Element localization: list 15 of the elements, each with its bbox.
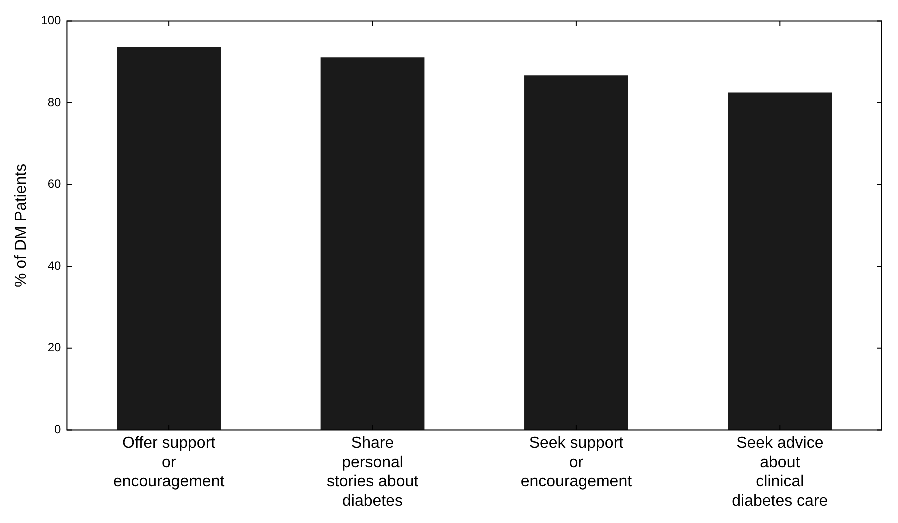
x-tick-label: Offer support or encouragement xyxy=(113,435,226,491)
y-tick-label: 20 xyxy=(48,340,62,355)
y-tick-label: 60 xyxy=(48,177,62,192)
bar xyxy=(320,58,425,430)
bar xyxy=(728,92,832,430)
x-tick-label: Seek advice about clinical diabetes care xyxy=(732,435,828,510)
y-tick-label: 100 xyxy=(41,14,62,28)
x-tick-label: Seek support or encouragement xyxy=(520,435,633,491)
y-axis-title: % of DM Patients xyxy=(13,164,30,288)
y-tick-label: 80 xyxy=(48,95,62,110)
x-tick-label: Share personal stories about diabetes xyxy=(326,435,420,510)
bar xyxy=(117,47,222,430)
y-tick-label: 40 xyxy=(48,258,62,273)
bar xyxy=(524,76,628,430)
y-tick-label: 0 xyxy=(54,422,62,437)
